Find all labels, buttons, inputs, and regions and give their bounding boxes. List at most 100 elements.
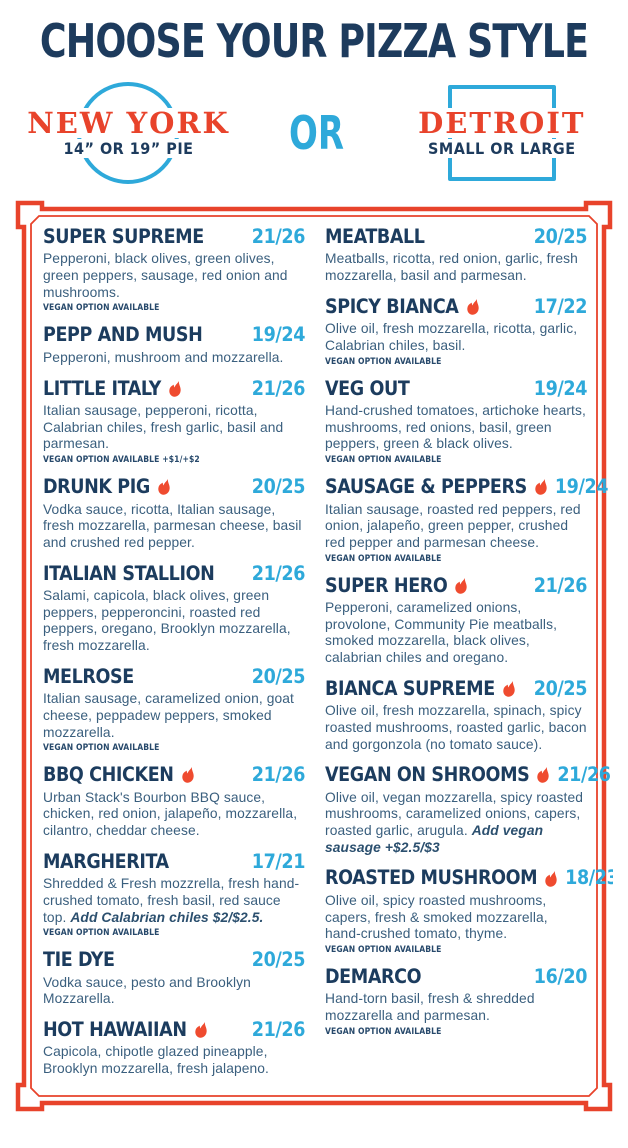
menu-item-header: ITALIAN STALLION 21/26 [43,561,306,585]
menu-item-name: BBQ CHICKEN [43,763,174,787]
menu-item-addon: Add Calabrian chiles $2/$2.5. [70,909,264,925]
menu-item-header: VEG OUT 19/24 [325,376,587,400]
page-title: CHOOSE YOUR PIZZA STYLE [39,14,589,68]
menu-item-header: LITTLE ITALY 21/26 [43,376,305,400]
menu-item-header: TIE DYE 20/25 [43,948,306,972]
menu-item-name: BIANCA SUPREME [325,676,495,700]
spicy-flame-icon [169,380,181,397]
menu-item: ITALIAN STALLION 21/26 Salami, capicola,… [43,561,306,655]
new-york-style-badge: NEW YORK 14” OR 19” PIE [20,77,237,189]
menu-item: HOT HAWAIIAN 21/26 Capicola, chipotle gl… [43,1017,306,1078]
menu-item: DRUNK PIG 20/25 Vodka sauce, ricotta, It… [43,475,306,551]
menu-item-name: SAUSAGE & PEPPERS [325,475,527,499]
menu-item-header: DRUNK PIG 20/25 [43,475,306,499]
menu-item: VEGAN ON SHROOMS 21/26 Olive oil, vegan … [325,763,611,856]
new-york-label: NEW YORK [20,107,237,138]
menu-item-name: LITTLE ITALY [43,376,161,400]
menu-item: ROASTED MUSHROOM 18/23 Olive oil, spicy … [325,866,613,955]
menu-item-name: HOT HAWAIIAN [43,1017,187,1041]
menu-item-description: Italian sausage, caramelized onion, goat… [43,691,294,740]
menu-item-description: Pepperoni, caramelized onions, provolone… [325,599,558,666]
menu-item-price: 18/23 [565,866,613,890]
vegan-option-note: VEGAN OPTION AVAILABLE [325,455,442,466]
menu-item-name: VEGAN ON SHROOMS [325,763,530,787]
menu-item-addon: Add vegan sausage +$2.5/$3 [325,823,544,855]
detroit-sizes: SMALL OR LARGE [422,139,582,159]
menu-item-price: 20/25 [251,475,306,499]
menu-item: DEMARCO 16/20 Hand-torn basil, fresh & s… [325,964,588,1037]
menu-item-price: 20/25 [533,225,588,248]
menu-item-price: 21/26 [251,225,306,248]
vegan-option-note: VEGAN OPTION AVAILABLE [325,944,442,955]
menu-item-description: Olive oil, spicy roasted mushrooms, cape… [325,892,548,942]
menu-item-description: Olive oil, fresh mozzarella, spinach, sp… [325,703,587,752]
menu-item: VEG OUT 19/24 Hand-crushed tomatoes, art… [325,376,587,466]
spicy-flame-icon [158,479,170,495]
menu-item-price: 20/25 [251,948,306,972]
menu-item-price: 20/25 [251,664,306,688]
menu-item: BIANCA SUPREME 20/25 Olive oil, fresh mo… [325,676,587,753]
menu-item-name: DEMARCO [325,964,422,988]
menu-columns: SUPER SUPREME 21/26 Pepperoni, black oli… [43,225,613,1089]
menu-item: SPICY BIANCA 17/22 Olive oil, fresh mozz… [325,294,587,367]
menu-item-price: 21/26 [251,1017,306,1041]
menu-item-name: MARGHERITA [43,849,169,873]
menu-column-left: SUPER SUPREME 21/26 Pepperoni, black oli… [43,225,306,1089]
spicy-flame-icon [545,870,557,887]
menu-item-header: SUPER SUPREME 21/26 [43,225,306,248]
menu-item-header: BIANCA SUPREME 20/25 [325,676,587,700]
menu-item-name: SPICY BIANCA [325,294,459,318]
menu-item: MEATBALL 20/25 Meatballs, ricotta, red o… [325,225,588,285]
menu-item-description: Vodka sauce, pesto and Brooklyn Mozzarel… [43,974,251,1007]
spicy-flame-icon [537,767,550,784]
menu-item: TIE DYE 20/25 Vodka sauce, pesto and Bro… [43,948,306,1008]
menu-item-name: TIE DYE [43,948,115,972]
menu-item-header: ROASTED MUSHROOM 18/23 [325,866,613,889]
menu-item-price: 21/26 [251,561,306,585]
menu-item-header: HOT HAWAIIAN 21/26 [43,1017,306,1041]
menu-column-right: MEATBALL 20/25 Meatballs, ricotta, red o… [325,225,613,1089]
menu-item-header: PEPP AND MUSH 19/24 [43,323,306,347]
menu-item-price: 19/24 [251,323,306,347]
or-label: OR [288,106,344,160]
menu-item-header: SAUSAGE & PEPPERS 19/24 [325,475,608,499]
spicy-flame-icon [503,680,515,697]
menu-item-name: SUPER HERO [325,573,448,597]
vegan-option-note: VEGAN OPTION AVAILABLE [43,928,160,939]
menu-item-header: SUPER HERO 21/26 [325,573,587,597]
menu-item-header: SPICY BIANCA 17/22 [325,294,587,318]
menu-item: BBQ CHICKEN 21/26 Urban Stack's Bourbon … [43,763,306,839]
menu-item-name: DRUNK PIG [43,475,150,499]
menu-item: SUPER HERO 21/26 Pepperoni, caramelized … [325,573,587,667]
menu-item: LITTLE ITALY 21/26 Italian sausage, pepp… [43,376,305,465]
menu-item-price: 19/24 [554,475,609,499]
menu-item: MELROSE 20/25 Italian sausage, carameliz… [43,664,306,753]
spicy-flame-icon [466,299,479,315]
menu-item-description: Olive oil, fresh mozzarella, ricotta, ga… [325,321,578,353]
vegan-option-note: VEGAN OPTION AVAILABLE [325,553,442,564]
menu-item-name: MEATBALL [325,225,425,248]
menu-item-name: ITALIAN STALLION [43,561,215,585]
spicy-flame-icon [194,1022,207,1038]
menu-item-price: 17/21 [251,849,306,873]
menu-item: PEPP AND MUSH 19/24 Pepperoni, mushroom … [43,324,305,366]
menu-item-header: MELROSE 20/25 [43,664,306,688]
menu-item-header: DEMARCO 16/20 [325,964,588,988]
menu-item-description: Vodka sauce, ricotta, Italian sausage, f… [43,501,302,550]
spicy-flame-icon [455,577,468,594]
menu-item-header: MEATBALL 20/25 [325,225,588,248]
menu-item-description: Olive oil, vegan mozzarella, spicy roast… [325,789,584,855]
menu-item-header: MARGHERITA 17/21 [43,849,306,873]
detroit-style-badge: DETROIT SMALL OR LARGE [396,77,608,189]
pizza-menu-panel: SUPER SUPREME 21/26 Pepperoni, black oli… [15,200,613,1112]
menu-item-name: VEG OUT [325,376,410,400]
menu-item-price: 16/20 [533,964,588,988]
menu-item-name: PEPP AND MUSH [43,323,203,347]
menu-item-description: Shredded & Fresh mozzrella, fresh hand-c… [43,876,300,925]
menu-item-price: 21/26 [251,763,306,787]
detroit-label: DETROIT [411,107,593,138]
vegan-option-note: VEGAN OPTION AVAILABLE [325,1026,442,1037]
new-york-sizes: 14” OR 19” PIE [57,139,200,159]
menu-item-description: Hand-torn basil, fresh & shredded mozzar… [325,991,535,1023]
menu-item-description: Pepperoni, mushroom and mozzarella. [43,349,284,365]
